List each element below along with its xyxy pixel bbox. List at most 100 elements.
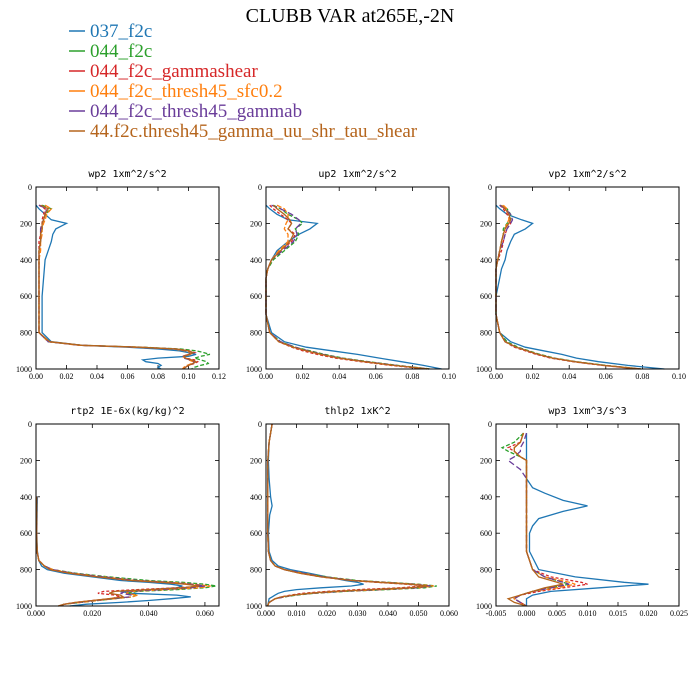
x-tick-label: 0.00 <box>259 372 273 381</box>
x-tick-label: 0.00 <box>29 372 43 381</box>
plot-frame <box>495 423 680 607</box>
x-tick-label: 0.02 <box>296 372 310 381</box>
y-tick-label: 0 <box>488 183 492 192</box>
y-tick-label: 400 <box>20 256 32 265</box>
x-tick-label: 0.020 <box>83 609 101 618</box>
series-line <box>35 496 211 607</box>
x-tick-label: 0.08 <box>151 372 165 381</box>
x-tick-label: 0.040 <box>140 609 158 618</box>
y-tick-label: 0 <box>258 183 262 192</box>
series-line <box>38 204 211 370</box>
series-line <box>266 423 364 607</box>
y-tick-label: 200 <box>20 456 32 465</box>
y-tick-label: 800 <box>250 566 262 575</box>
legend: 037_f2c044_f2c044_f2c_gammashear044_f2c_… <box>69 21 418 142</box>
chart-panel: rtp2 1E-6x(kg/kg)^2 0 200 400 600 800 10000.00… <box>16 406 220 618</box>
x-tick-label: 0.04 <box>562 372 576 381</box>
series-line <box>38 204 198 370</box>
legend-label: 044_f2c_gammashear <box>90 61 258 82</box>
series-line <box>35 496 205 607</box>
legend-item: 044_f2c <box>69 41 152 62</box>
y-tick-label: 0 <box>28 183 32 192</box>
x-tick-label: 0.030 <box>349 609 367 618</box>
x-tick-label: 0.025 <box>670 609 688 618</box>
x-tick-label: 0.005 <box>548 609 566 618</box>
series-line <box>38 204 196 370</box>
series-line <box>525 433 649 606</box>
x-tick-label: 0.10 <box>442 372 456 381</box>
y-tick-label: 600 <box>20 292 32 301</box>
x-tick-label: 0.06 <box>599 372 613 381</box>
x-tick-label: 0.015 <box>609 609 627 618</box>
series-line <box>265 204 442 370</box>
y-tick-label: 0 <box>28 420 32 429</box>
series-line <box>495 204 665 370</box>
plot-frame <box>35 423 220 607</box>
series-line <box>265 204 429 370</box>
x-tick-label: 0.000 <box>27 609 45 618</box>
legend-label: 044_f2c <box>90 41 152 62</box>
x-tick-label: -0.005 <box>486 609 507 618</box>
y-tick-label: 1000 <box>16 602 32 611</box>
y-tick-label: 200 <box>480 456 492 465</box>
y-tick-label: 400 <box>480 256 492 265</box>
y-tick-label: 800 <box>250 329 262 338</box>
y-tick-label: 600 <box>480 292 492 301</box>
x-tick-label: 0.12 <box>212 372 226 381</box>
series-line <box>266 423 437 607</box>
legend-item: 44.f2c.thresh45_gamma_uu_shr_tau_shear <box>69 121 418 142</box>
legend-item: 044_f2c_thresh45_sfc0.2 <box>69 81 283 102</box>
y-tick-label: 400 <box>250 256 262 265</box>
x-tick-label: 0.020 <box>640 609 658 618</box>
x-tick-label: 0.06 <box>121 372 135 381</box>
legend-label: 037_f2c <box>90 21 152 42</box>
series-line <box>265 204 428 370</box>
panel-title: rtp2 1E-6x(kg/kg)^2 <box>70 406 184 417</box>
x-tick-label: 0.000 <box>257 609 275 618</box>
y-tick-label: 600 <box>20 529 32 538</box>
y-tick-label: 1000 <box>16 365 32 374</box>
y-tick-label: 0 <box>488 420 492 429</box>
panel-title: thlp2 1xK^2 <box>324 406 390 417</box>
panel-title: wp3 1xm^3/s^3 <box>548 406 626 417</box>
chart-panel: wp3 1xm^3/s^3 0 200 400 600 800 1000-0.005 0.00… <box>476 406 688 618</box>
x-tick-label: 0.020 <box>318 609 336 618</box>
x-tick-label: 0.00 <box>489 372 503 381</box>
y-tick-label: 1000 <box>246 365 262 374</box>
y-tick-label: 200 <box>480 219 492 228</box>
y-tick-label: 800 <box>480 329 492 338</box>
x-tick-label: 0.06 <box>369 372 383 381</box>
x-tick-label: 0.060 <box>440 609 458 618</box>
y-tick-label: 800 <box>20 329 32 338</box>
plot-frame <box>35 186 220 370</box>
series-line <box>266 423 434 607</box>
figure-title: CLUBB VAR at265E,-2N <box>246 5 455 27</box>
x-tick-label: 0.04 <box>90 372 104 381</box>
series-line <box>38 204 199 370</box>
y-tick-label: 600 <box>480 529 492 538</box>
series-line <box>35 496 200 607</box>
x-tick-label: 0.08 <box>405 372 419 381</box>
plot-frame <box>495 186 680 370</box>
x-tick-label: 0.02 <box>60 372 74 381</box>
series-line <box>265 204 431 370</box>
x-tick-label: 0.08 <box>635 372 649 381</box>
y-tick-label: 0 <box>258 420 262 429</box>
legend-item: 044_f2c_thresh45_gammab <box>69 101 302 122</box>
y-tick-label: 1000 <box>476 602 492 611</box>
series-line <box>506 432 564 607</box>
x-tick-label: 0.10 <box>182 372 196 381</box>
panel-title: wp2 1xm^2/s^2 <box>88 169 166 180</box>
y-tick-label: 200 <box>250 219 262 228</box>
y-tick-label: 600 <box>250 292 262 301</box>
x-tick-label: 0.010 <box>288 609 306 618</box>
series-line <box>266 423 431 607</box>
x-tick-label: 0.02 <box>526 372 540 381</box>
series-line <box>38 204 195 370</box>
y-tick-label: 400 <box>480 493 492 502</box>
x-tick-label: 0.04 <box>332 372 346 381</box>
panel-title: up2 1xm^2/s^2 <box>318 169 396 180</box>
